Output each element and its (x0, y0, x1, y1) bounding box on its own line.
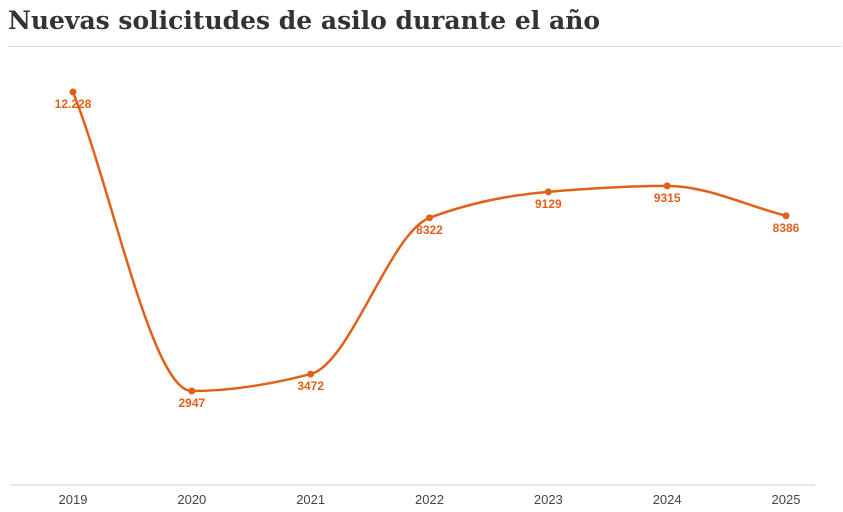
x-axis-ticks: 2019 2020 2021 2022 2023 2024 2025 (59, 492, 801, 507)
data-label-2025: 8386 (773, 221, 800, 235)
data-point-2019 (69, 88, 77, 96)
x-tick-label-2022: 2022 (415, 492, 444, 507)
data-points (69, 88, 790, 395)
data-point-2025 (782, 212, 790, 220)
x-tick-label-2020: 2020 (177, 492, 206, 507)
x-tick-label-2025: 2025 (772, 492, 801, 507)
x-tick-label-2019: 2019 (59, 492, 88, 507)
data-label-2020: 2947 (178, 396, 205, 410)
chart-title: Nuevas solicitudes de asilo durante el a… (8, 6, 601, 35)
title-divider (8, 46, 842, 47)
x-tick-label-2023: 2023 (534, 492, 563, 507)
data-point-2021 (307, 370, 315, 378)
x-tick-label-2021: 2021 (296, 492, 325, 507)
data-label-2024: 9315 (654, 191, 681, 205)
data-labels: 12.228 2947 3472 8322 9129 9315 8386 (55, 97, 800, 410)
series-line (71, 90, 788, 393)
data-label-2022: 8322 (416, 223, 443, 237)
data-label-2019: 12.228 (55, 97, 92, 111)
data-point-2022 (426, 214, 433, 222)
data-point-2024 (663, 182, 671, 190)
data-point-2020 (188, 387, 196, 395)
x-tick-label-2024: 2024 (653, 492, 682, 507)
data-label-2021: 3472 (297, 379, 324, 393)
data-label-2023: 9129 (535, 197, 562, 211)
data-point-2023 (544, 188, 552, 196)
